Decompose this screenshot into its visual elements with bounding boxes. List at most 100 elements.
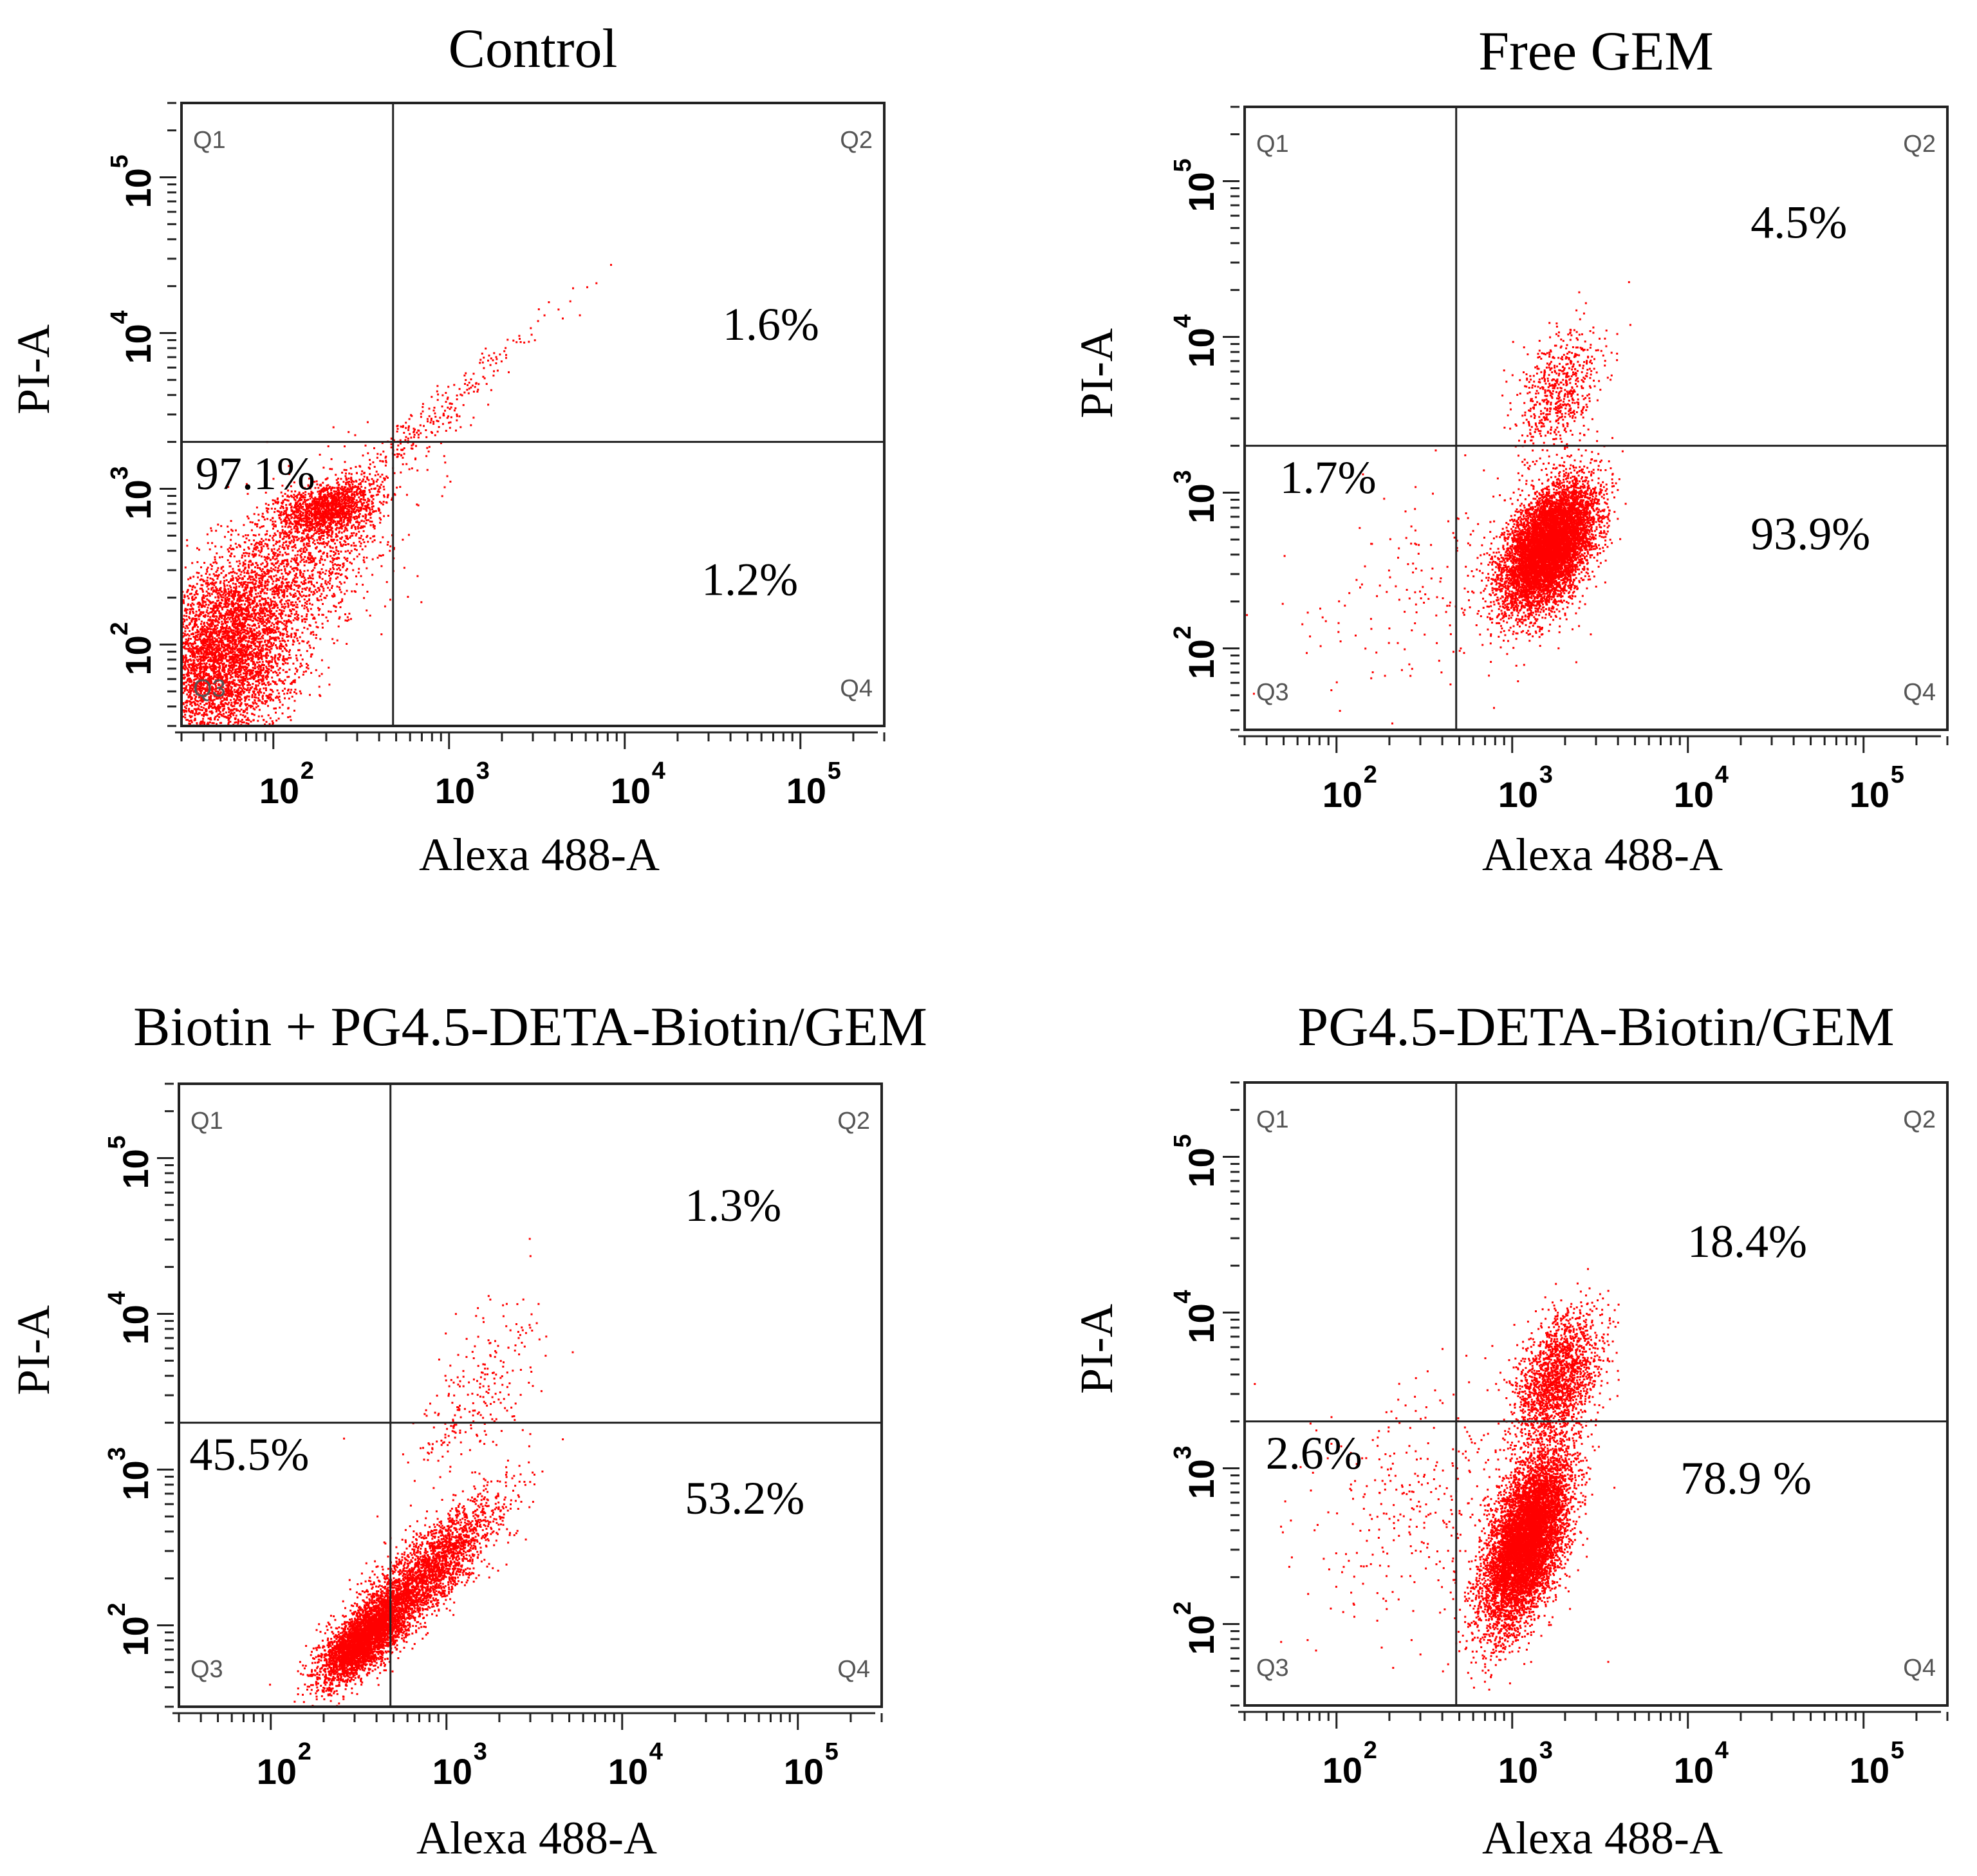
scatter-point [251,602,254,605]
scatter-point [232,666,235,669]
scatter-point [324,505,327,507]
scatter-point [196,593,199,595]
scatter-point [269,651,272,654]
scatter-point [262,647,264,649]
scatter-point [319,525,322,528]
scatter-point [207,707,210,709]
scatter-point [243,721,245,723]
scatter-point [257,667,260,670]
scatter-point [215,581,218,584]
scatter-point [214,690,217,692]
scatter-point [344,526,347,528]
scatter-point [326,487,328,489]
scatter-point [198,712,200,714]
scatter-point [220,701,223,704]
scatter-point [252,661,254,663]
scatter-point [265,670,267,672]
scatter-point [191,666,194,669]
scatter-point [190,618,193,621]
scatter-point [212,699,214,701]
scatter-point [240,611,243,613]
scatter-point [319,505,321,508]
scatter-point [290,601,292,604]
scatter-point [334,520,337,523]
scatter-point [210,710,212,713]
scatter-point [194,622,196,624]
scatter-point [281,633,284,635]
scatter-point [193,686,196,689]
scatter-point [199,633,201,635]
scatter-point [209,691,211,693]
scatter-point [212,621,214,624]
scatter-point [202,595,205,598]
scatter-point [216,640,219,642]
scatter-point [349,519,352,521]
scatter-point [188,635,190,637]
scatter-point [270,666,273,669]
scatter-point [231,612,234,615]
scatter-point [232,611,235,613]
scatter-point [243,692,245,694]
scatter-point [286,662,289,665]
scatter-point [207,577,209,579]
scatter-point [235,647,237,649]
scatter-point [238,680,241,683]
scatter-point [282,606,284,608]
scatter-point [187,695,190,698]
scatter-point [218,687,221,690]
scatter-point [221,653,223,655]
scatter-point [221,695,224,698]
scatter-point [201,671,204,673]
scatter-point [239,691,242,694]
scatter-point [189,655,192,657]
scatter-point [207,680,209,682]
scatter-point [218,692,220,695]
scatter-point [295,515,298,518]
scatter-point [254,663,257,665]
scatter-point [184,647,187,650]
scatter-point [268,626,270,628]
scatter-point [278,613,281,615]
scatter-point [205,709,207,711]
scatter-point [343,496,346,497]
scatter-point [217,698,219,700]
scatter-point [202,674,205,677]
scatter-point [197,633,200,636]
scatter-point [309,497,311,500]
scatter-point [331,512,333,514]
scatter-point [328,666,330,669]
scatter-point [214,651,217,653]
scatter-point [184,668,187,671]
scatter-point [344,489,347,492]
scatter-point [236,683,238,685]
scatter-point [260,691,263,694]
scatter-point [309,487,311,490]
scatter-point [241,618,244,620]
scatter-point [321,515,324,517]
scatter-point [336,487,339,489]
scatter-point [279,656,281,658]
scatter-point [206,644,209,646]
scatter-point [275,646,278,649]
scatter-point [317,490,319,493]
scatter-point [217,604,219,607]
scatter-point [194,674,196,677]
scatter-point [259,665,262,667]
scatter-point [261,698,264,700]
scatter-point [213,644,216,647]
scatter-point [199,650,201,653]
scatter-point [288,514,291,517]
scatter-point [215,698,218,700]
scatter-point [209,642,212,645]
scatter-point [273,525,275,528]
scatter-point [190,715,193,718]
scatter-point [236,691,239,693]
scatter-point [223,606,225,608]
scatter-point [239,591,241,593]
scatter-point [237,630,239,633]
scatter-point [183,618,186,621]
scatter-point [196,708,198,710]
scatter-point [347,494,349,497]
scatter-point [184,661,187,663]
scatter-point [232,653,234,656]
